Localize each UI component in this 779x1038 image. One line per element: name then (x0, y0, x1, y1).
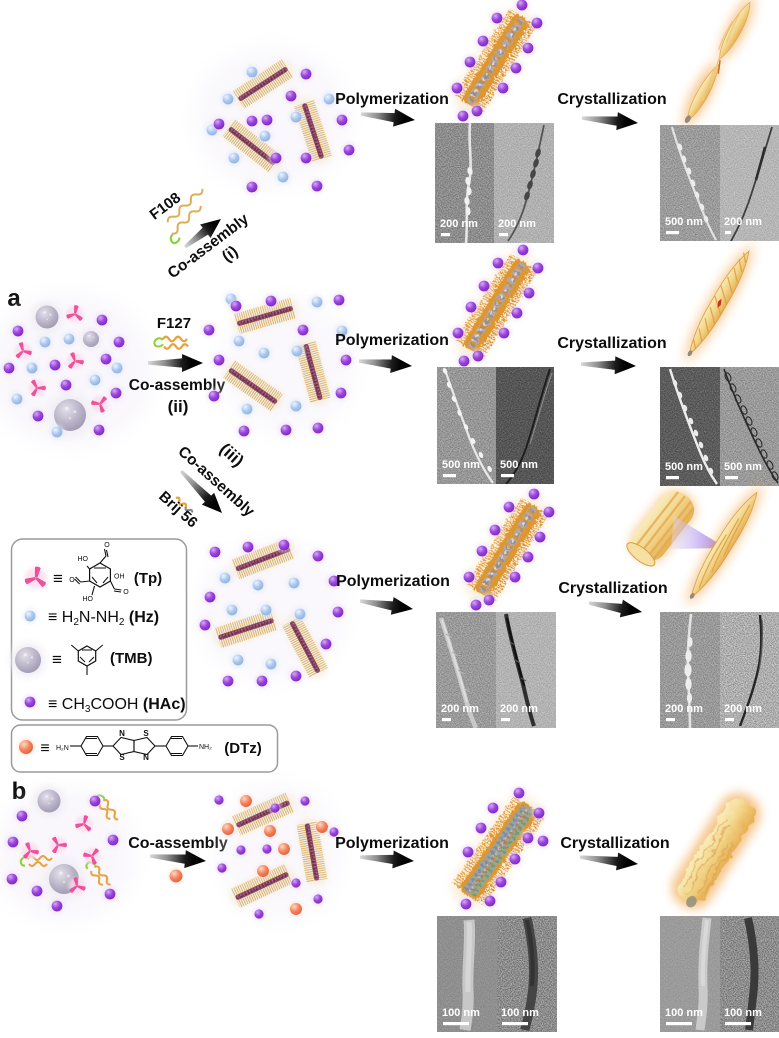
svg-text:200 nm: 200 nm (498, 218, 536, 230)
svg-text:200 nm: 200 nm (665, 703, 703, 715)
svg-text:200 nm: 200 nm (500, 703, 538, 715)
svg-text:HO: HO (83, 596, 94, 603)
svg-text:500 nm: 500 nm (665, 461, 703, 473)
svg-text:100 nm: 100 nm (724, 1007, 762, 1019)
svg-text:500 nm: 500 nm (500, 459, 538, 471)
svg-text:200 nm: 200 nm (724, 216, 762, 228)
svg-text:Crystallization: Crystallization (557, 335, 666, 352)
svg-text:N: N (119, 729, 125, 738)
svg-text:N: N (143, 753, 149, 762)
svg-text:S: S (143, 729, 149, 738)
svg-text:(ii): (ii) (168, 397, 189, 416)
svg-text:100 nm: 100 nm (665, 1007, 703, 1019)
svg-text:Co-assembly: Co-assembly (128, 835, 228, 852)
svg-text:(TMB): (TMB) (110, 650, 152, 667)
svg-text:H₂N: H₂N (56, 745, 69, 752)
svg-text:200 nm: 200 nm (441, 703, 479, 715)
svg-text:NH₂: NH₂ (199, 744, 212, 751)
svg-text:≡ CH3COOH (HAc): ≡ CH3COOH (HAc) (48, 696, 186, 715)
svg-text:S: S (119, 753, 125, 762)
svg-text:Polymerization: Polymerization (335, 332, 449, 349)
svg-text:200 nm: 200 nm (724, 703, 762, 715)
svg-text:≡: ≡ (53, 569, 63, 588)
svg-text:≡: ≡ (52, 650, 62, 669)
svg-text:Crystallization: Crystallization (560, 835, 669, 852)
svg-text:Polymerization: Polymerization (335, 91, 449, 108)
svg-text:O: O (123, 589, 129, 596)
svg-text:100 nm: 100 nm (501, 1007, 539, 1019)
svg-text:≡ H2N-NH2 (Hz): ≡ H2N-NH2 (Hz) (48, 609, 159, 628)
svg-text:500 nm: 500 nm (665, 216, 703, 228)
svg-text:O: O (104, 542, 110, 549)
svg-text:≡: ≡ (40, 740, 49, 757)
svg-text:Co-assembly: Co-assembly (129, 377, 226, 394)
svg-text:a: a (7, 285, 21, 312)
svg-text:OH: OH (114, 574, 125, 581)
svg-text:O: O (69, 577, 75, 584)
svg-text:Crystallization: Crystallization (557, 91, 666, 108)
svg-text:(Tp): (Tp) (134, 570, 162, 587)
svg-text:200 nm: 200 nm (440, 218, 478, 230)
svg-text:500 nm: 500 nm (442, 459, 480, 471)
svg-text:Crystallization: Crystallization (558, 580, 667, 597)
svg-text:(DTz): (DTz) (224, 740, 262, 757)
svg-text:Polymerization: Polymerization (335, 835, 449, 852)
svg-text:500 nm: 500 nm (724, 461, 762, 473)
svg-text:HO: HO (78, 556, 89, 563)
svg-text:F127: F127 (157, 315, 191, 332)
svg-text:b: b (12, 778, 27, 805)
svg-text:Polymerization: Polymerization (336, 573, 450, 590)
svg-text:100 nm: 100 nm (442, 1007, 480, 1019)
